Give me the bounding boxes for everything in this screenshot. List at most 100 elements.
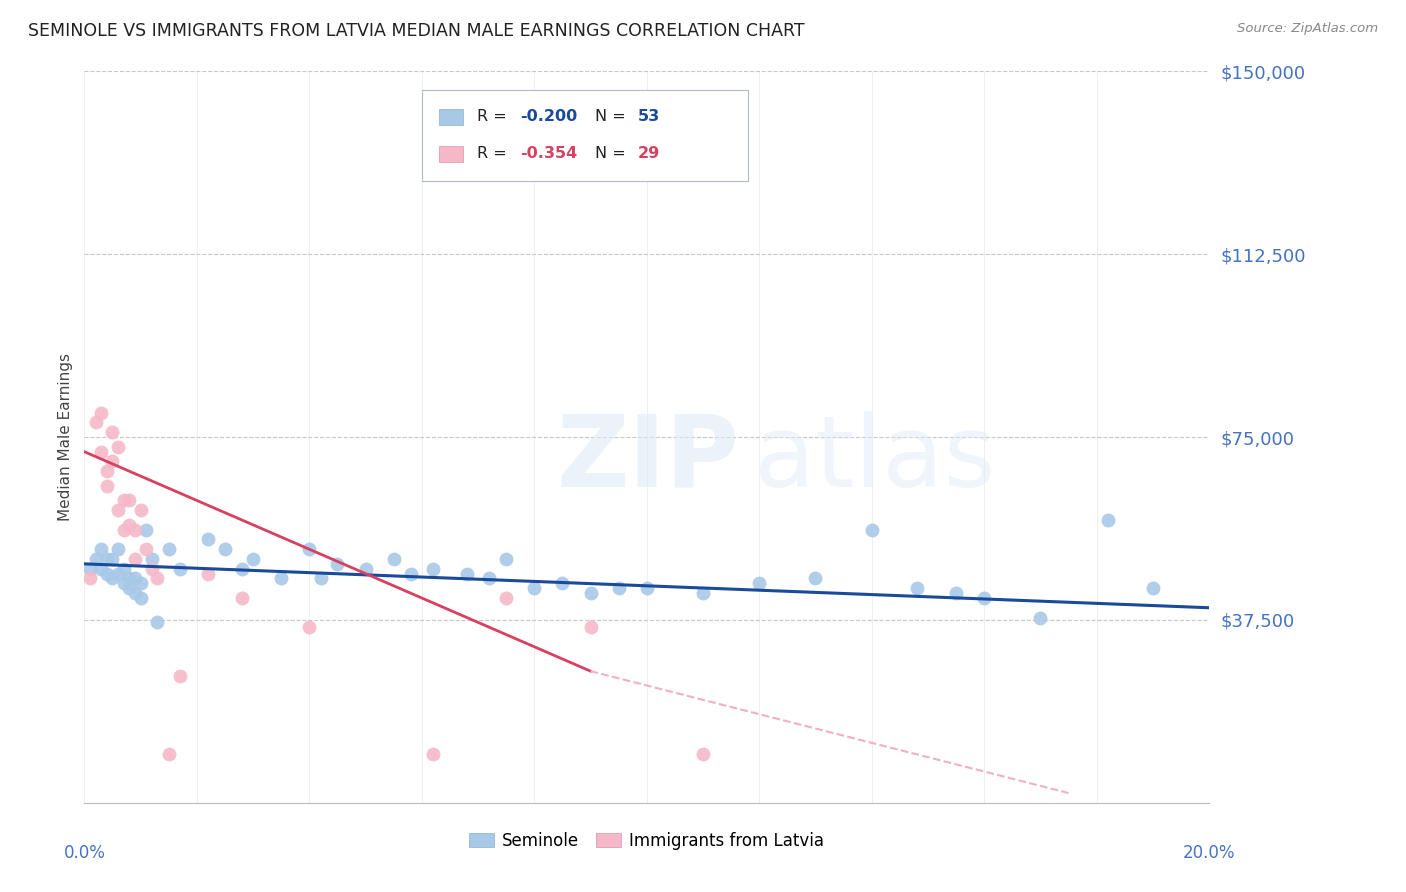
Point xyxy=(579,620,602,634)
Point xyxy=(1142,581,1164,595)
Point xyxy=(90,444,112,458)
Point xyxy=(112,493,135,508)
Point xyxy=(96,479,118,493)
Point xyxy=(523,581,546,595)
Point xyxy=(112,576,135,591)
Point xyxy=(905,581,928,595)
Point xyxy=(107,503,129,517)
Y-axis label: Median Male Earnings: Median Male Earnings xyxy=(58,353,73,521)
Point xyxy=(90,562,112,576)
Point xyxy=(84,416,107,430)
Point xyxy=(298,542,321,557)
Point xyxy=(107,542,129,557)
Point xyxy=(326,557,349,571)
Point xyxy=(692,747,714,761)
Point xyxy=(118,493,141,508)
Point xyxy=(124,552,146,566)
Point xyxy=(141,552,163,566)
FancyBboxPatch shape xyxy=(439,109,464,125)
Point xyxy=(495,552,517,566)
Text: N =: N = xyxy=(595,110,631,124)
Text: Source: ZipAtlas.com: Source: ZipAtlas.com xyxy=(1237,22,1378,36)
Point xyxy=(422,747,444,761)
Point xyxy=(129,576,152,591)
Point xyxy=(579,586,602,600)
Point xyxy=(399,566,422,581)
Point xyxy=(96,566,118,581)
Point xyxy=(118,572,141,586)
Point xyxy=(354,562,377,576)
Point xyxy=(551,576,574,591)
Text: 29: 29 xyxy=(638,146,659,161)
Point xyxy=(157,747,180,761)
Point xyxy=(157,542,180,557)
Point xyxy=(607,581,630,595)
Point xyxy=(96,552,118,566)
Point xyxy=(231,562,253,576)
Point xyxy=(118,581,141,595)
FancyBboxPatch shape xyxy=(439,145,464,162)
Point xyxy=(101,454,124,468)
Point xyxy=(118,517,141,532)
Legend: Seminole, Immigrants from Latvia: Seminole, Immigrants from Latvia xyxy=(463,825,831,856)
FancyBboxPatch shape xyxy=(422,90,748,181)
Point xyxy=(197,566,219,581)
Point xyxy=(860,523,883,537)
Point xyxy=(141,562,163,576)
Point xyxy=(135,523,157,537)
Point xyxy=(945,586,967,600)
Text: ZIP: ZIP xyxy=(557,410,740,508)
Point xyxy=(146,572,169,586)
Point xyxy=(214,542,236,557)
Point xyxy=(692,586,714,600)
Text: -0.354: -0.354 xyxy=(520,146,576,161)
Point xyxy=(101,552,124,566)
Point xyxy=(129,503,152,517)
Point xyxy=(112,523,135,537)
Point xyxy=(146,615,169,630)
Text: 0.0%: 0.0% xyxy=(63,845,105,863)
Text: 20.0%: 20.0% xyxy=(1182,845,1236,863)
Point xyxy=(90,542,112,557)
Text: SEMINOLE VS IMMIGRANTS FROM LATVIA MEDIAN MALE EARNINGS CORRELATION CHART: SEMINOLE VS IMMIGRANTS FROM LATVIA MEDIA… xyxy=(28,22,804,40)
Point xyxy=(107,440,129,454)
Point xyxy=(107,566,129,581)
Point xyxy=(456,566,478,581)
Point xyxy=(1029,610,1052,624)
Point xyxy=(90,406,112,420)
Point xyxy=(270,572,292,586)
Point xyxy=(636,581,658,595)
Point xyxy=(422,562,444,576)
Point xyxy=(101,572,124,586)
Point xyxy=(298,620,321,634)
Point xyxy=(101,425,124,440)
Point xyxy=(124,572,146,586)
Point xyxy=(748,576,770,591)
Text: 53: 53 xyxy=(638,110,659,124)
Text: -0.200: -0.200 xyxy=(520,110,576,124)
Point xyxy=(79,572,101,586)
Point xyxy=(79,562,101,576)
Point xyxy=(197,533,219,547)
Text: R =: R = xyxy=(477,146,512,161)
Point xyxy=(382,552,405,566)
Point xyxy=(124,586,146,600)
Point xyxy=(84,552,107,566)
Point xyxy=(124,523,146,537)
Point xyxy=(242,552,264,566)
Point xyxy=(231,591,253,605)
Point xyxy=(169,669,191,683)
Text: N =: N = xyxy=(595,146,631,161)
Point xyxy=(804,572,827,586)
Point xyxy=(495,591,517,605)
Point xyxy=(1097,513,1119,527)
Point xyxy=(309,572,332,586)
Point xyxy=(112,562,135,576)
Point xyxy=(973,591,995,605)
Point xyxy=(129,591,152,605)
Point xyxy=(135,542,157,557)
Point xyxy=(478,572,501,586)
Text: R =: R = xyxy=(477,110,512,124)
Point xyxy=(169,562,191,576)
Text: atlas: atlas xyxy=(754,410,995,508)
